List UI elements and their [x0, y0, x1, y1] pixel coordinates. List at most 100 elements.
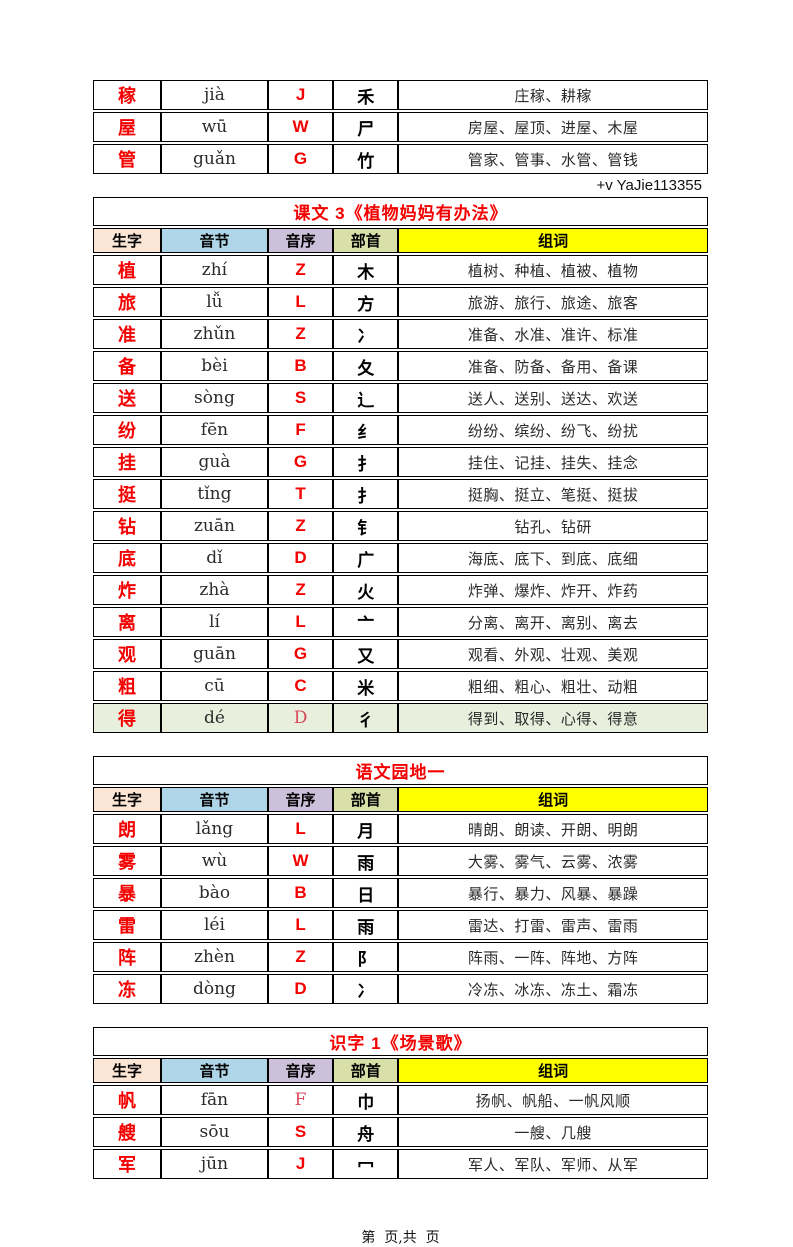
table-title: 课文 3《植物妈妈有办法》 [93, 197, 708, 226]
pinyin-cell: fān [160, 1085, 268, 1115]
table-row: 植 zhí Z 木植树、种植、植被、植物 [93, 255, 708, 285]
pinyin-cell: dé [160, 703, 268, 733]
words-cell: 扬帆、帆船、一帆风顺 [398, 1085, 708, 1115]
table-section-lesson3: 课文 3《植物妈妈有办法》 生字 音节 音序 部首 组词植 zhí Z 木植树、种植、植被、植物… [93, 195, 793, 735]
table-title-row: 识字 1《场景歌》 [93, 1027, 708, 1056]
table-row: 底 dǐ D 广海底、底下、到底、底细 [93, 543, 708, 573]
radical-cell: 木 [333, 255, 399, 285]
pinyin-cell: zhà [160, 575, 268, 605]
words-cell: 挺胸、挺立、笔挺、挺拔 [398, 479, 708, 509]
words-cell: 准备、防备、备用、备课 [398, 351, 708, 381]
words-cell: 送人、送别、送达、欢送 [398, 383, 708, 413]
vocab-table: 课文 3《植物妈妈有办法》 生字 音节 音序 部首 组词植 zhí Z 木植树、种植、植被、植物… [93, 195, 708, 735]
radical-cell: 火 [333, 575, 399, 605]
table-section-shizi1: 识字 1《场景歌》 生字 音节 音序 部首 组词帆 fān F 巾扬帆、帆船、一帆风顺艘 sōu S… [93, 1025, 793, 1181]
initial-cell: L [267, 910, 334, 940]
table-row: 阵 zhèn Z 阝阵雨、一阵、阵地、方阵 [93, 942, 708, 972]
radical-cell: 扌 [333, 479, 399, 509]
radical-cell: 广 [333, 543, 399, 573]
words-cell: 分离、离开、离别、离去 [398, 607, 708, 637]
char-cell: 钻 [93, 511, 161, 541]
initial-cell: G [267, 447, 334, 477]
vocab-table: 识字 1《场景歌》 生字 音节 音序 部首 组词帆 fān F 巾扬帆、帆船、一帆风顺艘 sōu S… [93, 1025, 708, 1181]
table-row: 送 sòng S 辶送人、送别、送达、欢送 [93, 383, 708, 413]
column-header-zuci: 组词 [398, 787, 708, 812]
initial-cell: G [267, 144, 334, 174]
char-cell: 屋 [93, 112, 161, 142]
char-cell: 阵 [93, 942, 161, 972]
table-row: 挺 tǐng T 扌挺胸、挺立、笔挺、挺拔 [93, 479, 708, 509]
radical-cell: 方 [333, 287, 399, 317]
char-cell: 冻 [93, 974, 161, 1004]
char-cell: 得 [93, 703, 161, 733]
pinyin-cell: zhèn [160, 942, 268, 972]
table-section-garden1: 语文园地一 生字 音节 音序 部首 组词朗 lǎng L 月晴朗、朗读、开朗、明朗雾 wù W 雨大雾… [93, 754, 793, 1006]
table-section-top: 稼 jià J 禾庄稼、耕稼屋 wū W 尸房屋、屋顶、进屋、木屋管 guǎn G 竹管家、管事、… [93, 78, 793, 176]
words-cell: 冷冻、冰冻、冻土、霜冻 [398, 974, 708, 1004]
column-header-zuci: 组词 [398, 1058, 708, 1083]
initial-cell: Z [267, 942, 334, 972]
table-title: 语文园地一 [93, 756, 708, 785]
words-cell: 海底、底下、到底、底细 [398, 543, 708, 573]
pinyin-cell: guān [160, 639, 268, 669]
table-row: 钻 zuān Z 钅钻孔、钻研 [93, 511, 708, 541]
pinyin-cell: dòng [160, 974, 268, 1004]
words-cell: 植树、种植、植被、植物 [398, 255, 708, 285]
table-title-row: 语文园地一 [93, 756, 708, 785]
column-header-shengzi: 生字 [93, 228, 161, 253]
char-cell: 旅 [93, 287, 161, 317]
table-row: 雷 léi L 雨雷达、打雷、雷声、雷雨 [93, 910, 708, 940]
column-header-row: 生字 音节 音序 部首 组词 [93, 228, 708, 253]
initial-cell: Z [267, 511, 334, 541]
initial-cell: G [267, 639, 334, 669]
column-header-yinjie: 音节 [160, 1058, 268, 1083]
words-cell: 庄稼、耕稼 [398, 80, 708, 110]
pinyin-cell: lǎng [160, 814, 268, 844]
initial-cell: D [267, 703, 334, 733]
words-cell: 旅游、旅行、旅途、旅客 [398, 287, 708, 317]
char-cell: 雷 [93, 910, 161, 940]
pinyin-cell: zhǔn [160, 319, 268, 349]
radical-cell: 雨 [333, 846, 399, 876]
char-cell: 准 [93, 319, 161, 349]
pinyin-cell: fēn [160, 415, 268, 445]
words-cell: 军人、军队、军师、从军 [398, 1149, 708, 1179]
radical-cell: 尸 [333, 112, 399, 142]
initial-cell: Z [267, 575, 334, 605]
words-cell: 晴朗、朗读、开朗、明朗 [398, 814, 708, 844]
column-header-bushou: 部首 [333, 787, 399, 812]
initial-cell: Z [267, 319, 334, 349]
table-row: 帆 fān F 巾扬帆、帆船、一帆风顺 [93, 1085, 708, 1115]
char-cell: 挂 [93, 447, 161, 477]
table-row: 挂 guà G 扌挂住、记挂、挂失、挂念 [93, 447, 708, 477]
char-cell: 炸 [93, 575, 161, 605]
table-row: 冻 dòng D 冫冷冻、冰冻、冻土、霜冻 [93, 974, 708, 1004]
table-row: 旅 lǚ L 方旅游、旅行、旅途、旅客 [93, 287, 708, 317]
initial-cell: L [267, 287, 334, 317]
initial-cell: D [267, 543, 334, 573]
table-title: 识字 1《场景歌》 [93, 1027, 708, 1056]
initial-cell: W [267, 112, 334, 142]
char-cell: 稼 [93, 80, 161, 110]
pinyin-cell: léi [160, 910, 268, 940]
char-cell: 粗 [93, 671, 161, 701]
pinyin-cell: zhí [160, 255, 268, 285]
column-header-bushou: 部首 [333, 1058, 399, 1083]
column-header-yinxu: 音序 [267, 787, 334, 812]
radical-cell: 冖 [333, 1149, 399, 1179]
radical-cell: 夂 [333, 351, 399, 381]
radical-cell: 月 [333, 814, 399, 844]
column-header-yinxu: 音序 [267, 1058, 334, 1083]
table-row: 准 zhǔn Z 冫准备、水准、准许、标准 [93, 319, 708, 349]
pinyin-cell: lǚ [160, 287, 268, 317]
radical-cell: 辶 [333, 383, 399, 413]
words-cell: 管家、管事、水管、管钱 [398, 144, 708, 174]
pinyin-cell: zuān [160, 511, 268, 541]
initial-cell: F [267, 415, 334, 445]
table-row: 观 guān G 又观看、外观、壮观、美观 [93, 639, 708, 669]
column-header-yinjie: 音节 [160, 787, 268, 812]
words-cell: 准备、水准、准许、标准 [398, 319, 708, 349]
initial-cell: L [267, 814, 334, 844]
initial-cell: J [267, 80, 334, 110]
